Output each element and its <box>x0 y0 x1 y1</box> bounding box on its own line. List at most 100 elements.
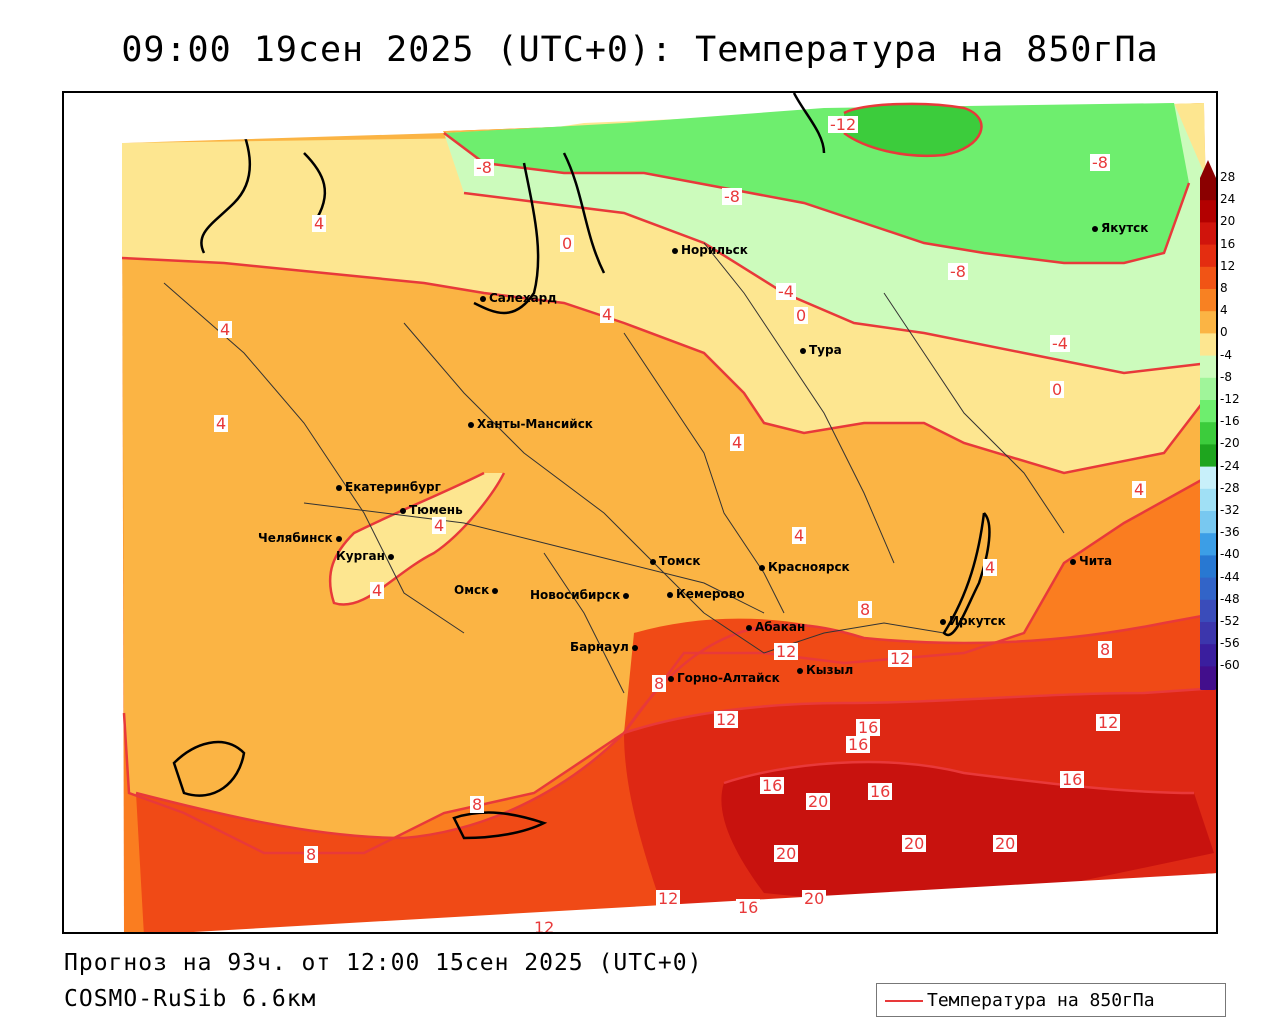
city-krasnoyarsk: Красноярск <box>759 560 850 574</box>
isoline-label: 8 <box>1098 640 1113 659</box>
scale-tick-label: 28 <box>1220 170 1236 184</box>
scale-tick-label: 4 <box>1220 303 1228 318</box>
scale-tick-label: 0 <box>1220 325 1228 340</box>
scale-tick-label: 24 <box>1220 192 1236 207</box>
isoline-label: 0 <box>1050 380 1065 399</box>
isoline-label: -4 <box>1050 334 1070 353</box>
city-dot-icon <box>492 587 499 594</box>
scale-swatch <box>1200 599 1216 623</box>
isoline-label: 12 <box>1096 713 1121 732</box>
city-dot-icon <box>335 535 342 542</box>
scale-tick-label: -32 <box>1220 503 1240 517</box>
city-chelyabinsk: Челябинск <box>258 531 345 545</box>
scale-swatch <box>1200 622 1216 645</box>
band-20 <box>721 762 1214 903</box>
scale-swatch <box>1200 222 1216 246</box>
isoline-label: 16 <box>736 898 761 917</box>
coastlines <box>172 93 991 840</box>
scale-swatch <box>1200 511 1216 534</box>
scale-swatch <box>1200 422 1216 445</box>
isoline-label: 12 <box>774 642 799 661</box>
outside-domain-s <box>193 873 1216 932</box>
isoline-label: 20 <box>802 889 827 908</box>
isoline-label: 4 <box>983 558 998 577</box>
city-yakutsk: Якутск <box>1092 221 1148 235</box>
scale-tick-label: -28 <box>1220 480 1240 495</box>
city-abakan: Абакан <box>746 620 805 634</box>
legend-line-icon <box>885 1000 923 1002</box>
isoline-label: 4 <box>1132 480 1147 499</box>
scale-tick-label: 16 <box>1220 236 1236 251</box>
isoline-label: -8 <box>1090 153 1110 172</box>
isoline-label: 16 <box>846 735 871 754</box>
city-dot-icon <box>400 507 406 514</box>
isoline-label: 12 <box>888 649 913 668</box>
isoline-label: 4 <box>312 214 327 233</box>
scale-tick-label: 20 <box>1220 214 1236 229</box>
isoline-label: -8 <box>948 262 968 281</box>
scale-tick-label: -60 <box>1220 658 1240 673</box>
scale-swatch <box>1200 644 1216 667</box>
scale-tick-label: -12 <box>1220 392 1240 406</box>
scale-tick-label: 8 <box>1220 281 1228 295</box>
city-norilsk: Норильск <box>672 243 748 257</box>
city-tomsk: Томск <box>650 554 701 568</box>
isoline-label: 4 <box>792 526 807 545</box>
city-dot-icon <box>623 592 630 599</box>
scale-tick-label: -4 <box>1220 347 1232 362</box>
scale-tick-label: -56 <box>1220 636 1240 651</box>
scale-tick-label: -44 <box>1220 569 1240 584</box>
isoline-label: 8 <box>470 795 485 814</box>
city-barnaul: Барнаул <box>570 640 641 654</box>
city-khanty-mansiysk: Ханты-Мансийск <box>468 417 593 431</box>
isoline-label: 4 <box>214 414 229 433</box>
scale-tick-label: 12 <box>1220 258 1236 273</box>
city-gorno-altaysk: Горно-Алтайск <box>668 671 780 685</box>
city-dot-icon <box>667 591 673 598</box>
isoline-label: 8 <box>858 600 873 619</box>
isoline-label: 16 <box>760 776 785 795</box>
scale-swatch <box>1200 244 1216 268</box>
city-dot-icon <box>940 618 946 625</box>
scale-swatch <box>1200 488 1216 512</box>
scale-swatch <box>1200 555 1216 579</box>
scale-swatch <box>1200 333 1216 357</box>
city-dot-icon <box>468 421 474 428</box>
scale-swatch <box>1200 178 1216 201</box>
legend-label: Температура на 850гПа <box>927 990 1155 1011</box>
scale-tick-label: -52 <box>1220 614 1240 628</box>
city-kemerovo: Кемерово <box>667 587 745 601</box>
city-omsk: Омск <box>454 583 501 597</box>
isoline-label: 8 <box>304 845 319 864</box>
scale-arrow-up-icon <box>1200 160 1216 178</box>
isoline-label: 12 <box>714 710 739 729</box>
city-kurgan: Курган <box>336 549 397 563</box>
isoline-label: -8 <box>722 187 742 206</box>
city-dot-icon <box>631 644 638 651</box>
isoline-label: 20 <box>806 792 831 811</box>
band-m8 <box>444 103 1189 263</box>
scale-swatch <box>1200 444 1216 468</box>
scale-swatch <box>1200 466 1216 490</box>
city-dot-icon <box>668 675 674 682</box>
city-salekhard: Салехард <box>480 291 557 305</box>
isoline-label: 0 <box>560 234 575 253</box>
scale-swatch <box>1200 289 1216 312</box>
city-irkutsk: Иркутск <box>940 614 1006 628</box>
scale-tick-label: -16 <box>1220 414 1240 429</box>
temperature-map[interactable]: Норильск Якутск Салехард Тура Ханты-Манс… <box>62 91 1218 934</box>
city-dot-icon <box>672 247 678 254</box>
city-dot-icon <box>800 347 806 354</box>
isoline-label: 12 <box>532 918 557 934</box>
scale-tick-label: -48 <box>1220 591 1240 606</box>
isoline-label: 4 <box>730 433 745 452</box>
isoline-label: 4 <box>370 581 385 600</box>
scale-swatch <box>1200 400 1216 423</box>
isoline-label: -12 <box>828 115 859 134</box>
map-canvas <box>64 93 1216 932</box>
region-borders <box>163 242 1065 694</box>
scale-swatch <box>1200 200 1216 223</box>
scale-arrow-down-icon <box>1200 688 1216 690</box>
outside-domain-nw <box>64 93 444 932</box>
map-title: 09:00 19сен 2025 (UTC+0): Температура на… <box>121 30 1159 70</box>
